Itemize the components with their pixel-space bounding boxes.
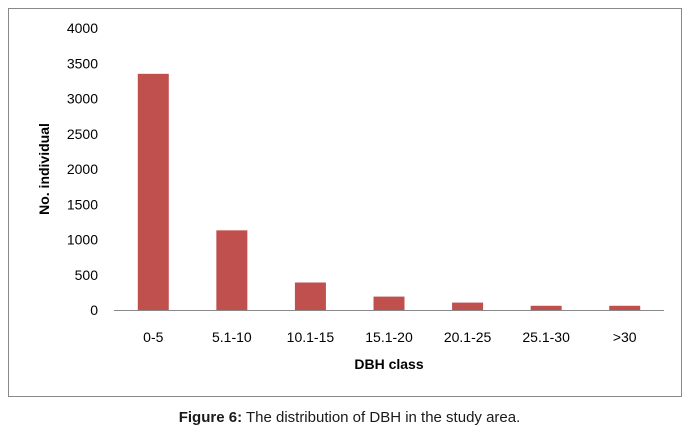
caption-label: Figure 6: xyxy=(178,409,243,426)
y-tick-label: 1000 xyxy=(67,232,98,248)
y-axis-ticks: 0 500 1000 1500 2000 2500 3000 3500 4000 xyxy=(67,20,98,318)
x-tick-label: 25.1-30 xyxy=(522,329,570,345)
x-tick-label: 20.1-25 xyxy=(444,329,492,345)
x-tick-label: 15.1-20 xyxy=(365,329,413,345)
y-tick-label: 2500 xyxy=(67,126,98,142)
bars xyxy=(137,73,641,310)
bar->30 xyxy=(609,305,641,310)
y-tick-label: 2000 xyxy=(67,161,98,177)
y-axis-label: No. individual xyxy=(36,123,52,215)
bar-5.1-10 xyxy=(216,230,248,310)
x-tick-label: 10.1-15 xyxy=(287,329,335,345)
x-tick-label: 0-5 xyxy=(143,329,163,345)
figure-caption: Figure 6: The distribution of DBH in the… xyxy=(0,409,699,426)
bar-15.1-20 xyxy=(373,296,405,310)
x-axis-label: DBH class xyxy=(354,356,423,372)
y-tick-label: 0 xyxy=(90,302,98,318)
bar-0-5 xyxy=(137,73,169,310)
x-axis-ticks: 0-5 5.1-10 10.1-15 15.1-20 20.1-25 25.1-30 >30 xyxy=(143,329,637,345)
bar-10.1-15 xyxy=(294,282,326,310)
bar-25.1-30 xyxy=(530,305,562,310)
caption-text: The distribution of DBH in the study are… xyxy=(242,409,521,426)
bar-20.1-25 xyxy=(452,302,484,310)
y-tick-label: 3500 xyxy=(67,55,98,71)
chart-frame xyxy=(8,8,682,397)
y-tick-label: 1500 xyxy=(67,196,98,212)
y-tick-label: 500 xyxy=(75,267,99,283)
y-tick-label: 3000 xyxy=(67,91,98,107)
y-tick-label: 4000 xyxy=(67,20,98,36)
x-tick-label: >30 xyxy=(613,329,637,345)
x-tick-label: 5.1-10 xyxy=(212,329,252,345)
